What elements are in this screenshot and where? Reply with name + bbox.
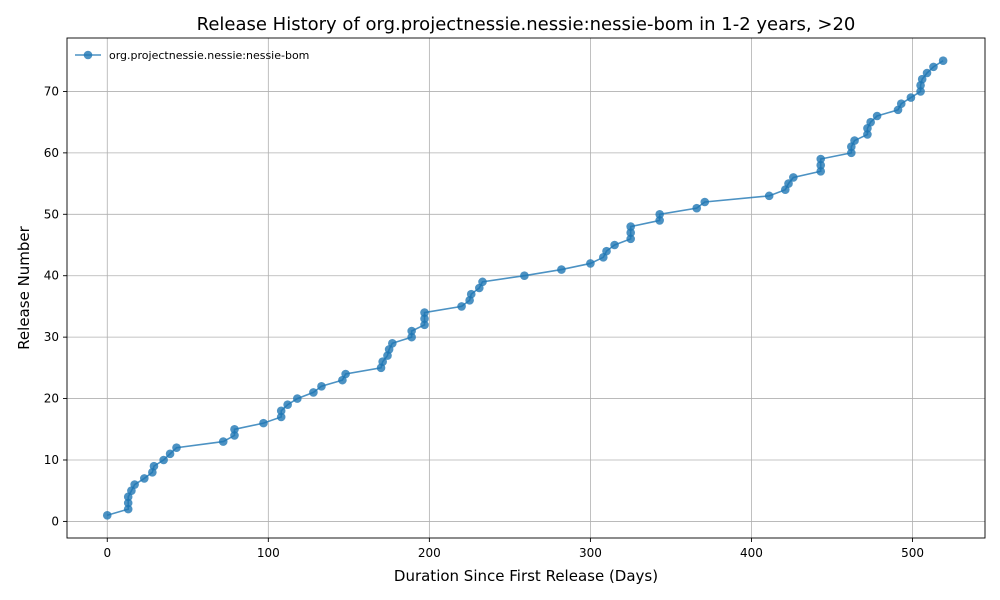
y-tick-label: 0 (51, 514, 59, 528)
data-point (938, 56, 948, 66)
data-point (847, 148, 856, 158)
data-point (317, 381, 326, 391)
data-point (610, 240, 619, 250)
data-point (341, 369, 350, 379)
data-point (159, 455, 168, 465)
data-point (655, 209, 664, 219)
data-point (130, 480, 139, 489)
data-point (626, 234, 635, 244)
data-point (230, 431, 239, 440)
data-point (420, 320, 429, 330)
data-point (457, 302, 466, 311)
plot-frame (66, 37, 986, 539)
data-point (816, 166, 826, 176)
x-tick-label: 400 (740, 546, 763, 560)
data-point (420, 308, 429, 317)
data-point (466, 289, 476, 299)
data-point (764, 191, 774, 201)
x-tick-label: 300 (579, 546, 602, 560)
data-point (906, 93, 916, 102)
data-point (309, 388, 318, 397)
y-tick-label: 70 (44, 84, 59, 98)
grid-layer (67, 38, 985, 538)
data-point (863, 130, 872, 139)
data-point (784, 179, 793, 188)
legend-entry-label: org.projectnessie.nessie:nessie-bom (109, 49, 309, 62)
data-point (259, 418, 268, 428)
data-point (165, 449, 175, 459)
data-point (149, 461, 159, 471)
series-line (107, 60, 944, 517)
data-point (626, 222, 635, 231)
data-point (102, 510, 112, 520)
data-point (866, 117, 875, 127)
y-tick-label: 50 (44, 207, 59, 221)
data-point (789, 173, 798, 182)
data-point (929, 62, 938, 72)
legend-marker (83, 50, 93, 60)
x-tick-label: 100 (257, 546, 280, 560)
data-point (872, 111, 882, 121)
data-point (896, 99, 906, 109)
data-point (520, 271, 529, 281)
x-tick-label: 0 (103, 546, 111, 560)
y-tick-label: 10 (44, 453, 59, 467)
data-point (172, 443, 181, 453)
data-point (692, 203, 702, 213)
y-tick-label: 60 (44, 146, 59, 160)
data-point (283, 400, 292, 410)
data-point (388, 338, 397, 348)
y-tick-label: 40 (44, 269, 59, 283)
data-point (478, 277, 487, 287)
ticks-layer: 0 100 200 300 400 500 0 10 20 30 40 50 60 70 (44, 84, 924, 560)
data-point (378, 357, 387, 367)
y-tick-label: 20 (44, 392, 59, 406)
data-point (407, 326, 416, 336)
data-point (140, 474, 149, 483)
data-point (850, 136, 859, 145)
data-point (276, 406, 286, 416)
data-point (586, 259, 595, 268)
y-axis-label: Release Number (15, 225, 33, 349)
data-point (420, 314, 429, 324)
legend: org.projectnessie.nessie:nessie-bom (75, 49, 309, 62)
data-point (293, 394, 302, 403)
data-point (655, 216, 664, 225)
data-point (602, 246, 611, 256)
data-point (816, 160, 826, 170)
data-point (557, 265, 566, 274)
x-tick-label: 200 (418, 546, 441, 560)
data-point (626, 228, 635, 238)
data-point (407, 332, 416, 342)
data-point (276, 412, 286, 422)
data-point (218, 437, 228, 446)
x-tick-label: 500 (901, 546, 924, 560)
y-tick-label: 30 (44, 330, 59, 344)
chart-title: Release History of org.projectnessie.nes… (197, 14, 856, 35)
data-point (922, 68, 932, 78)
data-point (123, 498, 133, 508)
data-point (700, 197, 710, 207)
data-point (916, 87, 925, 96)
data-point (123, 504, 133, 514)
data-point (917, 74, 927, 84)
data-point (816, 154, 826, 164)
data-point (230, 424, 239, 434)
x-axis-label: Duration Since First Release (Days) (394, 567, 658, 585)
series-layer (102, 56, 948, 520)
